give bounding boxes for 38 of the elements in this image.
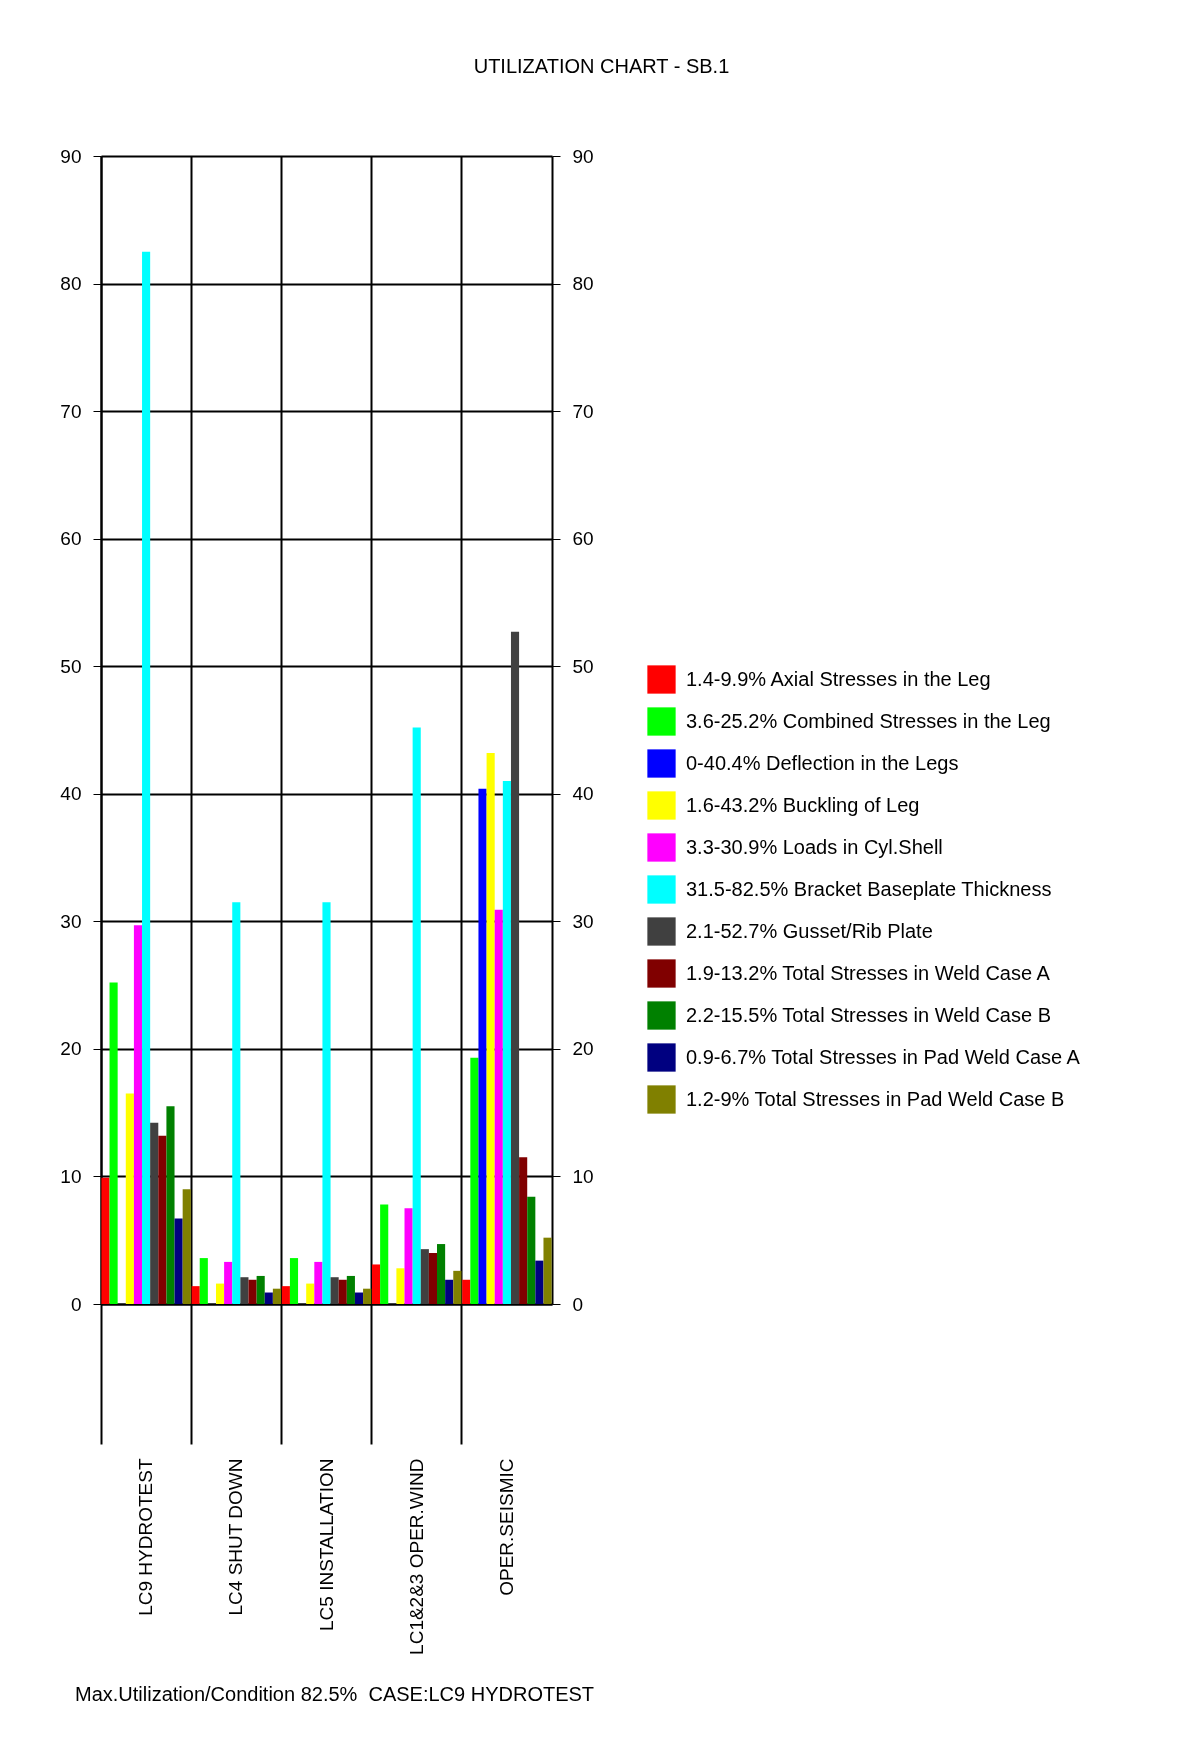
x-tick-label: LC5 INSTALLATION: [315, 1458, 337, 1631]
y-tick-label: 10: [60, 1165, 82, 1187]
y-tick-label: 70: [60, 400, 82, 422]
x-tick-label: LC4 SHUT DOWN: [225, 1458, 247, 1616]
legend-label: 1.2-9% Total Stresses in Pad Weld Case B: [686, 1087, 1065, 1110]
x-tick-label: OPER.SEISMIC: [495, 1458, 517, 1596]
x-tick-label: LC1&2&3 OPER.WIND: [405, 1458, 427, 1655]
legend-label: 2.1-52.7% Gusset/Rib Plate: [686, 919, 933, 942]
y2-tick-label: 20: [572, 1038, 594, 1060]
legend-label: 2.2-15.5% Total Stresses in Weld Case B: [686, 1003, 1051, 1026]
legend-label: 3.6-25.2% Combined Stresses in the Leg: [686, 709, 1051, 732]
y2-tick-label: 0: [572, 1293, 584, 1315]
y-tick-label: 50: [60, 655, 82, 677]
y2-tick-label: 30: [572, 910, 594, 932]
y2-tick-label: 50: [572, 655, 594, 677]
y-tick-label: 60: [60, 528, 82, 550]
y-tick-label: 20: [60, 1038, 82, 1060]
text: Max.Utilization/Condition 82.5% CASE:LC9 HYDROTEST: [75, 1683, 595, 1706]
legend-label: 1.9-13.2% Total Stresses in Weld Case A: [686, 961, 1051, 984]
legend-label: 3.3-30.9% Loads in Cyl.Shell: [686, 835, 943, 858]
y-tick-label: 40: [60, 783, 82, 805]
text: UTILIZATION CHART - SB.1: [473, 55, 730, 77]
legend-label: 1.6-43.2% Buckling of Leg: [686, 793, 920, 816]
y-tick-label: 90: [60, 145, 82, 167]
y2-tick-label: 40: [572, 783, 594, 805]
y2-tick-label: 80: [572, 273, 594, 295]
y-tick-label: 30: [60, 910, 82, 932]
y2-tick-label: 60: [572, 528, 594, 550]
y2-tick-label: 90: [572, 145, 594, 167]
legend-label: 1.4-9.9% Axial Stresses in the Leg: [686, 667, 991, 690]
y-tick-label: 80: [60, 273, 82, 295]
y2-tick-label: 10: [572, 1165, 594, 1187]
x-tick-label: LC9 HYDROTEST: [135, 1458, 157, 1616]
legend-label: 0-40.4% Deflection in the Legs: [686, 751, 959, 774]
y-tick-label: 0: [70, 1293, 82, 1315]
legend-label: 0.9-6.7% Total Stresses in Pad Weld Case A: [686, 1045, 1081, 1068]
y2-tick-label: 70: [572, 400, 594, 422]
legend-label: 31.5-82.5% Bracket Baseplate Thickness: [686, 877, 1052, 900]
